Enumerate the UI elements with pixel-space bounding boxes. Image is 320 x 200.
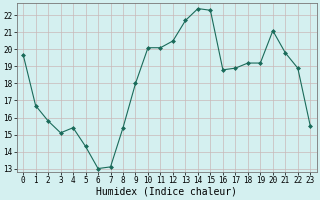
X-axis label: Humidex (Indice chaleur): Humidex (Indice chaleur) <box>96 187 237 197</box>
